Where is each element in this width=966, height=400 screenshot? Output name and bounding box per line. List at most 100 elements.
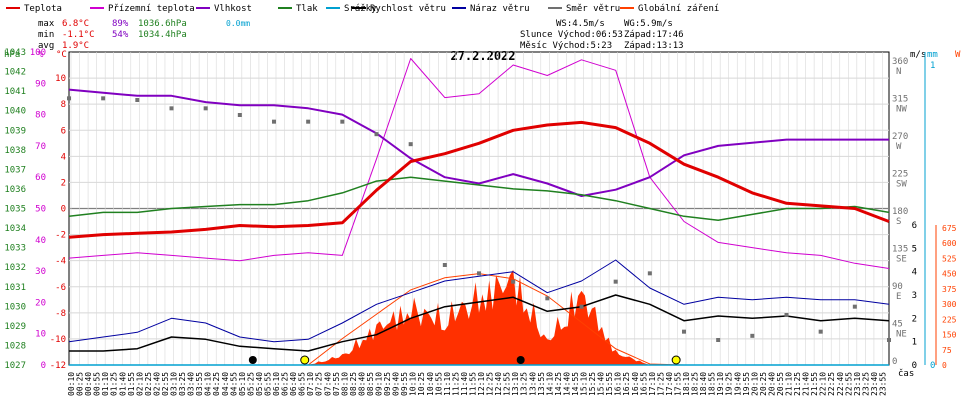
time-tick: 02:55 xyxy=(161,372,170,396)
wind-direction-point xyxy=(442,263,447,267)
wind-tick: 0 xyxy=(912,361,917,371)
legend-label: Náraz větru xyxy=(470,4,530,14)
wind-direction-point xyxy=(374,132,379,137)
time-tick: 07:40 xyxy=(323,372,332,396)
time-tick: 08:55 xyxy=(366,372,375,396)
stats-min-press: 1034.4hPa xyxy=(138,30,187,40)
temp-tick: -2 xyxy=(55,231,66,241)
time-tick: 00:40 xyxy=(84,372,93,396)
time-tick: 00:10 xyxy=(67,372,76,396)
hum-tick: 40 xyxy=(35,236,46,246)
temp-tick: 8 xyxy=(61,100,66,110)
moonset-marker xyxy=(516,356,525,364)
time-tick: 06:10 xyxy=(272,372,281,396)
rad-tick: 0 xyxy=(942,361,947,370)
wind-tick: 6 xyxy=(912,221,917,231)
wind-direction-point xyxy=(545,296,550,301)
time-tick: 08:10 xyxy=(340,372,349,396)
rad-tick: 300 xyxy=(942,300,957,309)
temp-tick: 2 xyxy=(61,178,66,188)
time-tick: 06:40 xyxy=(289,372,298,396)
wind-direction-point xyxy=(101,96,106,101)
dir-tick-cardinal: SE xyxy=(896,255,907,265)
moonrise-marker xyxy=(248,356,257,364)
dir-tick: 270 xyxy=(892,132,908,142)
series-line xyxy=(68,58,890,269)
dir-tick: 315 xyxy=(892,95,908,105)
time-tick: 00:25 xyxy=(76,372,85,396)
hum-tick: 80 xyxy=(35,111,46,121)
wind-direction-point xyxy=(306,119,311,124)
dir-tick: 180 xyxy=(892,207,908,217)
press-tick: 1043 xyxy=(4,48,26,58)
info-sun-set: Západ:17:46 xyxy=(624,30,684,40)
press-tick: 1027 xyxy=(4,361,26,371)
legend-label: Tlak xyxy=(296,4,318,14)
stats-max-hum: 89% xyxy=(112,19,129,29)
time-tick: 11:25 xyxy=(451,372,460,396)
series-line xyxy=(69,294,890,352)
wind-direction-point xyxy=(340,119,345,124)
hum-axis-unit: % xyxy=(38,50,44,60)
time-tick: 16:40 xyxy=(631,372,640,396)
radiation-area-fill xyxy=(69,269,889,365)
wind-tick: 3 xyxy=(912,291,917,301)
dir-tick: 0 xyxy=(892,357,897,367)
chart-title: 27.2.2022 xyxy=(450,49,515,63)
dir-tick-cardinal: N xyxy=(896,67,901,77)
stats-min-temp: -1.1°C xyxy=(62,30,95,40)
time-axis-unit: čas xyxy=(898,368,914,379)
time-tick: 01:55 xyxy=(127,372,136,396)
time-tick: 21:10 xyxy=(785,372,794,396)
wind-direction-point xyxy=(67,96,71,101)
time-tick: 03:10 xyxy=(170,372,179,396)
temp-tick: -4 xyxy=(55,257,66,267)
press-tick: 1028 xyxy=(4,341,26,351)
time-tick: 13:25 xyxy=(520,372,529,396)
hum-tick: 0 xyxy=(41,361,46,371)
time-tick: 17:25 xyxy=(656,372,665,396)
wind-direction-point xyxy=(784,313,789,317)
time-tick: 21:25 xyxy=(793,372,802,396)
wind-direction-point xyxy=(511,279,516,284)
temp-tick: 4 xyxy=(61,152,66,162)
time-tick: 07:25 xyxy=(315,372,324,396)
time-tick: 03:55 xyxy=(195,372,204,396)
wind-direction-point xyxy=(408,142,413,147)
time-tick: 18:25 xyxy=(691,372,700,396)
stats-min-hum: 54% xyxy=(112,30,129,40)
time-tick: 19:40 xyxy=(733,372,742,396)
dir-tick-cardinal: NE xyxy=(896,330,907,340)
time-tick: 10:10 xyxy=(409,372,418,396)
press-tick: 1029 xyxy=(4,322,26,332)
time-tick: 04:25 xyxy=(212,372,221,396)
time-tick: 11:40 xyxy=(460,372,469,396)
press-tick: 1036 xyxy=(4,185,26,195)
info-sun: Slunce Východ:06:53 xyxy=(520,30,623,40)
time-tick: 23:10 xyxy=(853,372,862,396)
time-tick: 16:55 xyxy=(639,372,648,396)
wind-direction-point xyxy=(682,329,686,334)
time-tick: 18:55 xyxy=(708,372,717,396)
stats-max-rain: 0.0mm xyxy=(226,19,250,28)
press-tick: 1033 xyxy=(4,244,26,254)
time-tick: 18:10 xyxy=(682,372,691,396)
temp-tick: 10 xyxy=(55,74,66,84)
legend-label: Přízemní teplota xyxy=(108,4,195,14)
rad-tick: 450 xyxy=(942,270,957,279)
hum-tick: 20 xyxy=(35,298,46,308)
wind-direction-point xyxy=(750,333,755,338)
hum-tick: 100 xyxy=(30,48,46,58)
rain-tick: 1 xyxy=(930,61,935,71)
series-line xyxy=(68,120,890,239)
time-tick: 23:40 xyxy=(870,372,879,396)
rain-tick: 0 xyxy=(930,361,935,371)
legend-label: Vlhkost xyxy=(214,4,252,14)
time-tick: 22:25 xyxy=(827,372,836,396)
wind-direction-point xyxy=(169,106,174,111)
rad-tick: 225 xyxy=(942,315,957,324)
stats-avg-label: avg xyxy=(38,41,54,51)
time-tick: 03:40 xyxy=(187,372,196,396)
wind-direction-point xyxy=(818,329,823,334)
rad-tick: 75 xyxy=(942,346,952,355)
